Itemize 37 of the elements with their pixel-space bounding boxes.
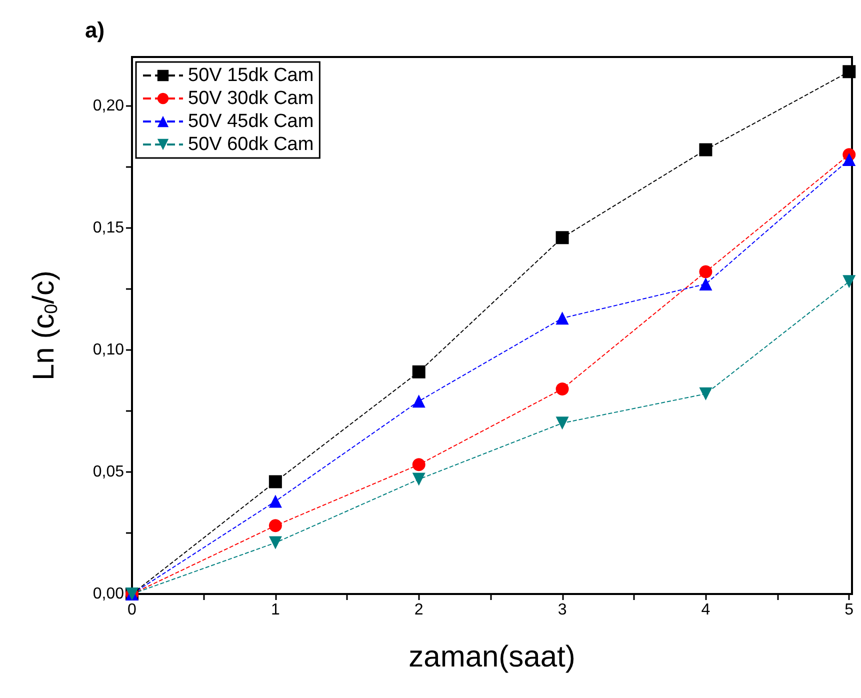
- point: [842, 275, 856, 288]
- y-axis-title: Ln (c0/c): [28, 270, 61, 381]
- legend-label: 50V 45dk Cam: [188, 111, 314, 132]
- point: [412, 458, 426, 472]
- point: [699, 265, 712, 278]
- point: [268, 475, 282, 488]
- point: [412, 472, 426, 486]
- y-tick-label: 0,05: [92, 463, 124, 480]
- point: [556, 312, 569, 325]
- point: [412, 365, 426, 378]
- y-tick-label: 0,00: [92, 586, 124, 602]
- y-tick-label: 0,10: [92, 341, 124, 358]
- legend-label: 50V 30dk Cam: [188, 88, 314, 109]
- point: [699, 278, 712, 291]
- point: [842, 65, 856, 78]
- point: [268, 519, 282, 532]
- x-tick-label: 1: [270, 602, 280, 618]
- point: [412, 394, 426, 408]
- x-axis-title: zaman(saat): [408, 640, 576, 674]
- point: [556, 231, 569, 244]
- point: [268, 494, 282, 508]
- x-tick-label: 5: [844, 602, 854, 618]
- point: [842, 153, 856, 166]
- point: [699, 387, 712, 400]
- legend-label: 50V 60dk Cam: [188, 134, 314, 155]
- y-tick-label: 0,20: [92, 97, 124, 114]
- point: [268, 536, 282, 550]
- legend-label: 50V 15dk Cam: [188, 65, 314, 86]
- point: [699, 143, 712, 156]
- chart-title: a): [85, 18, 105, 42]
- x-tick-label: 4: [701, 602, 710, 618]
- x-tick-label: 2: [414, 602, 424, 618]
- x-tick-label: 0: [128, 602, 137, 618]
- point: [556, 416, 569, 430]
- x-tick-label: 3: [558, 602, 567, 618]
- point: [556, 382, 569, 396]
- y-tick-label: 0,15: [92, 219, 124, 236]
